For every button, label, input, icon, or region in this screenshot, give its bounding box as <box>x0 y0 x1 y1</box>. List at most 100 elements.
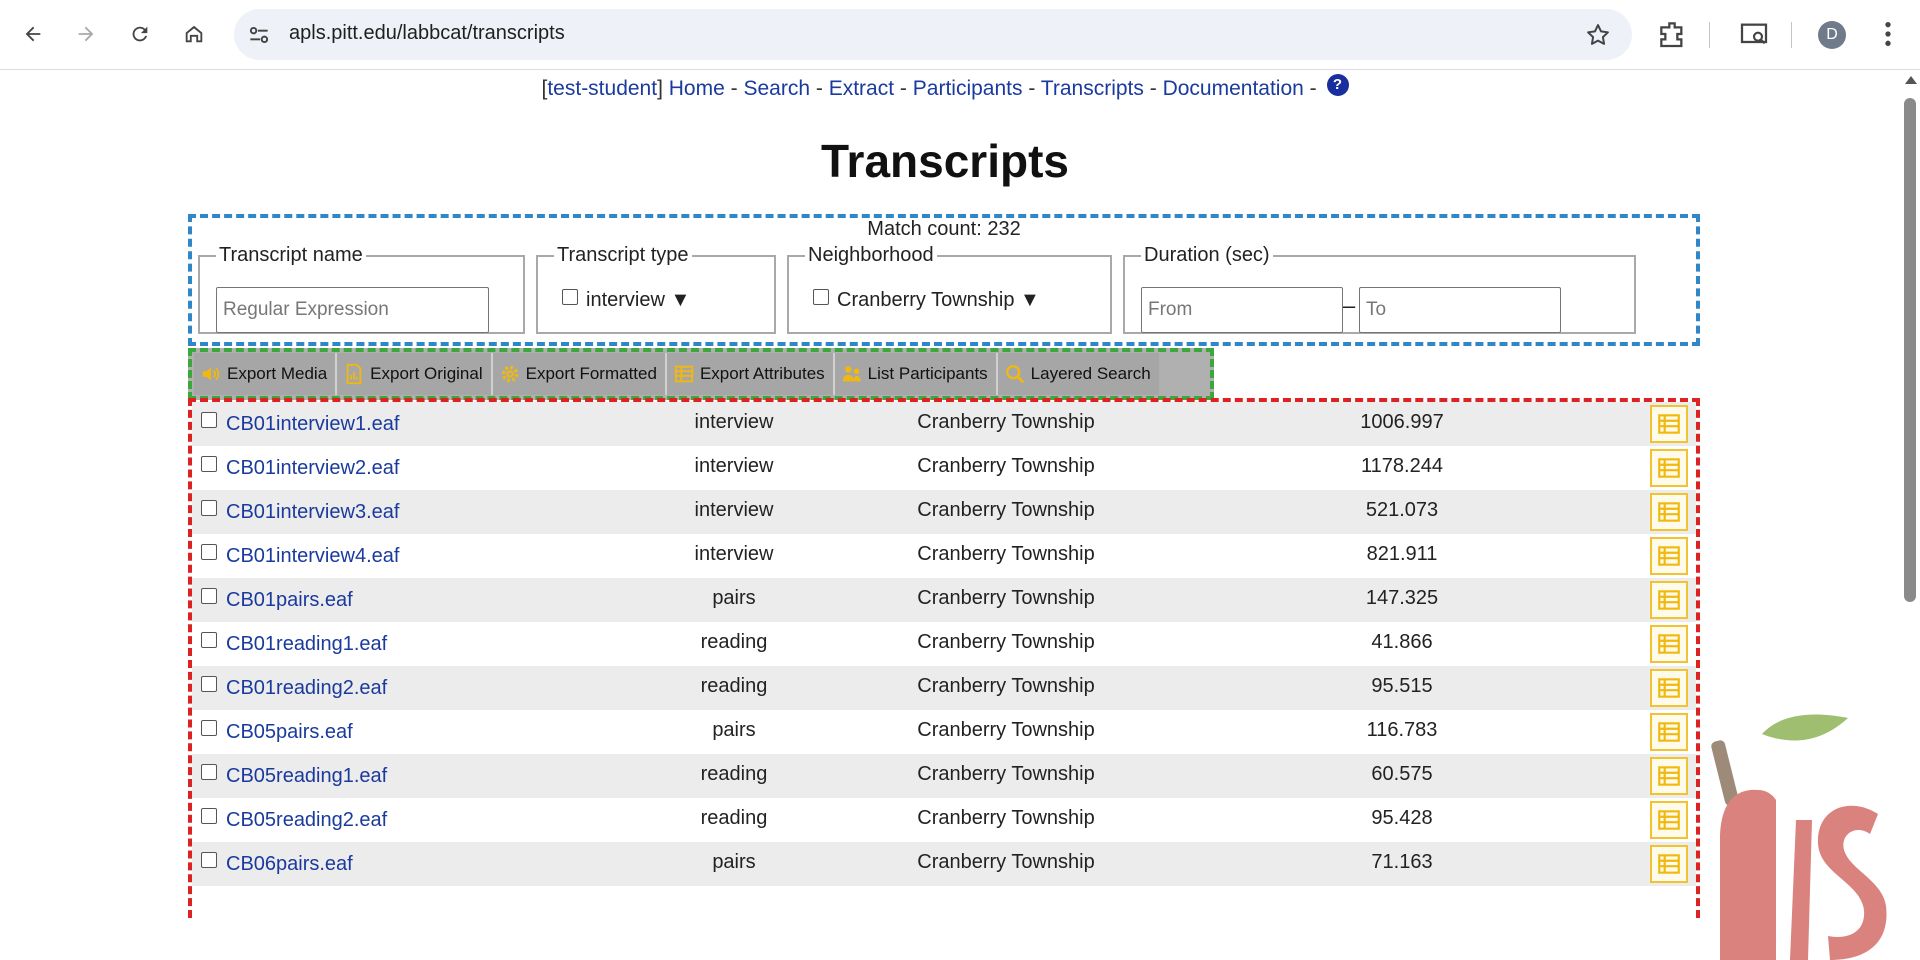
attributes-button[interactable] <box>1650 625 1688 663</box>
toolbar-divider <box>1791 22 1792 48</box>
speaker-icon <box>202 367 220 381</box>
attributes-button[interactable] <box>1650 537 1688 575</box>
neighborhood-cell: Cranberry Township <box>917 499 1095 521</box>
transcript-name-input[interactable]: Regular Expression <box>216 287 489 333</box>
bookmark-star-icon[interactable] <box>1584 21 1612 49</box>
duration-cell: 95.428 <box>1371 807 1433 829</box>
transcript-type-select[interactable]: interview ▼ <box>562 289 690 312</box>
address-bar[interactable]: apls.pitt.edu/labbcat/transcripts <box>234 9 1632 60</box>
neighborhood-cell: Cranberry Township <box>917 807 1095 829</box>
document-chart-icon <box>346 363 362 385</box>
transcript-type-cell: reading <box>700 631 768 653</box>
list-participants-button[interactable]: List Participants <box>834 353 998 395</box>
neighborhood-select[interactable]: Cranberry Township ▼ <box>813 289 1040 312</box>
nav-link-search[interactable]: Search <box>743 77 811 100</box>
duration-cell: 1006.997 <box>1360 411 1444 433</box>
transcript-link[interactable]: CB01interview3.eaf <box>226 501 400 523</box>
attributes-button[interactable] <box>1650 801 1688 839</box>
transcript-link[interactable]: CB01interview2.eaf <box>226 457 400 479</box>
row-checkbox[interactable] <box>201 588 217 604</box>
transcript-link[interactable]: CB01reading2.eaf <box>226 677 388 699</box>
row-checkbox[interactable] <box>201 500 217 516</box>
attributes-button[interactable] <box>1650 581 1688 619</box>
forward-button[interactable] <box>68 16 104 52</box>
export-formatted-button[interactable]: Export Formatted <box>492 353 667 395</box>
user-link[interactable]: test-student <box>547 77 658 100</box>
transcript-link[interactable]: CB06pairs.eaf <box>226 853 353 875</box>
table-icon <box>1658 678 1680 698</box>
transcript-link[interactable]: CB01interview4.eaf <box>226 545 400 567</box>
duration-to-input[interactable]: To <box>1359 287 1561 333</box>
page-scrollbar[interactable] <box>1900 70 1920 890</box>
reload-icon <box>132 26 148 42</box>
url-text[interactable]: apls.pitt.edu/labbcat/transcripts <box>289 22 565 44</box>
row-checkbox[interactable] <box>201 720 217 736</box>
transcript-type-value[interactable]: interview ▼ <box>586 289 691 311</box>
row-checkbox[interactable] <box>201 852 217 868</box>
row-checkbox[interactable] <box>201 676 217 692</box>
nav-link-extract[interactable]: Extract <box>828 77 895 100</box>
attributes-button[interactable] <box>1650 757 1688 795</box>
extensions-icon[interactable] <box>1656 18 1688 50</box>
transcript-type-cell: pairs <box>712 587 756 609</box>
attributes-button[interactable] <box>1650 405 1688 443</box>
scroll-up-arrow-icon[interactable] <box>1905 76 1917 84</box>
attributes-button[interactable] <box>1650 449 1688 487</box>
button-label: List Participants <box>867 364 988 383</box>
more-menu-icon[interactable] <box>1872 18 1904 50</box>
row-checkbox[interactable] <box>201 412 217 428</box>
search-icon <box>1005 365 1024 384</box>
transcript-name-filter: Transcript name Regular Expression <box>198 244 525 334</box>
attributes-button[interactable] <box>1650 493 1688 531</box>
layered-search-button[interactable]: Layered Search <box>997 353 1159 395</box>
nav-link-transcripts[interactable]: Transcripts <box>1040 77 1144 100</box>
scrollbar-thumb[interactable] <box>1904 98 1916 602</box>
transcript-link[interactable]: CB01pairs.eaf <box>226 589 353 611</box>
table-row: CB06pairs.eaf pairs Cranberry Township 71.1… <box>192 842 1696 886</box>
row-checkbox[interactable] <box>201 764 217 780</box>
transcript-link[interactable]: CB05reading1.eaf <box>226 765 388 787</box>
attributes-button[interactable] <box>1650 669 1688 707</box>
row-checkbox[interactable] <box>201 544 217 560</box>
export-attributes-button[interactable]: Export Attributes <box>666 353 835 395</box>
transcript-link[interactable]: CB01interview1.eaf <box>226 413 400 435</box>
profile-avatar[interactable]: D <box>1818 21 1846 49</box>
neighborhood-checkbox[interactable] <box>813 289 829 305</box>
neighborhood-value[interactable]: Cranberry Township ▼ <box>837 289 1040 311</box>
home-button[interactable] <box>176 16 212 52</box>
attributes-button[interactable] <box>1650 845 1688 883</box>
table-icon <box>1658 546 1680 566</box>
gear-icon <box>501 365 518 383</box>
back-button[interactable] <box>15 16 51 52</box>
transcript-type-checkbox[interactable] <box>562 289 578 305</box>
transcript-type-cell: interview <box>694 455 774 477</box>
row-checkbox[interactable] <box>201 456 217 472</box>
media-cast-icon[interactable] <box>1738 18 1770 50</box>
nav-link-home[interactable]: Home <box>668 77 725 100</box>
transcript-link[interactable]: CB05reading2.eaf <box>226 809 388 831</box>
browser-toolbar: apls.pitt.edu/labbcat/transcripts D <box>0 0 1920 70</box>
export-original-button[interactable]: Export Original <box>337 353 493 395</box>
transcript-link[interactable]: CB05pairs.eaf <box>226 721 353 743</box>
site-info-icon[interactable] <box>246 22 272 48</box>
table-row: CB01interview1.eaf interview Cranberry Tow… <box>192 402 1696 446</box>
transcript-type-cell: interview <box>694 543 774 565</box>
transcripts-table: CB01interview1.eaf interview Cranberry Tow… <box>188 398 1700 918</box>
table-icon <box>1658 590 1680 610</box>
nav-link-participants[interactable]: Participants <box>912 77 1023 100</box>
help-icon[interactable]: ? <box>1326 74 1349 96</box>
table-icon <box>1658 810 1680 830</box>
transcript-type-filter: Transcript type interview ▼ <box>536 244 776 334</box>
duration-cell: 821.911 <box>1366 543 1438 565</box>
row-checkbox[interactable] <box>201 632 217 648</box>
arrow-right-icon <box>78 26 94 42</box>
duration-cell: 41.866 <box>1371 631 1433 653</box>
nav-link-documentation[interactable]: Documentation <box>1162 77 1304 100</box>
transcript-link[interactable]: CB01reading1.eaf <box>226 633 388 655</box>
export-media-button[interactable]: Export Media <box>194 353 338 395</box>
reload-button[interactable] <box>122 16 158 52</box>
attributes-button[interactable] <box>1650 713 1688 751</box>
duration-from-input[interactable]: From <box>1141 287 1343 333</box>
row-checkbox[interactable] <box>201 808 217 824</box>
duration-filter: Duration (sec) From – To <box>1123 244 1636 334</box>
